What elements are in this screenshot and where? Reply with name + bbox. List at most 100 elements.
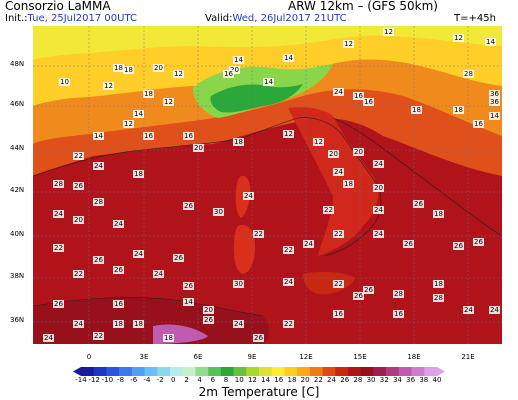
- colorbar-tick-label: 20: [300, 376, 310, 384]
- colorbar-tick-label: 40: [432, 376, 442, 384]
- colorbar-tick-label: 38: [419, 376, 429, 384]
- latitude-label: 36N: [10, 316, 25, 324]
- temperature-value: 26: [113, 266, 124, 274]
- colorbar-segment: [411, 367, 425, 376]
- temperature-value: 24: [113, 220, 124, 228]
- temperature-value: 22: [73, 152, 84, 160]
- temperature-value: 30: [213, 208, 224, 216]
- temperature-value: 26: [363, 286, 374, 294]
- colorbar-segment: [297, 367, 311, 376]
- corsica-island: [235, 175, 251, 218]
- temperature-value: 24: [333, 88, 344, 96]
- temperature-value: 26: [173, 254, 184, 262]
- temperature-value: 16: [183, 132, 194, 140]
- colorbar-tick-label: 14: [261, 376, 271, 384]
- colorbar-segment: [170, 367, 184, 376]
- colorbar-tick-label: 0: [171, 376, 176, 384]
- temperature-value: 22: [253, 230, 264, 238]
- colorbar: [73, 367, 445, 376]
- temperature-map: 12 12 14 12 14 14 18 20 20 28 36 36 12 16 18 14 24 16 16 18…: [33, 26, 502, 344]
- colorbar-tick-label: 28: [353, 376, 363, 384]
- temperature-value: 14: [133, 110, 144, 118]
- colorbar-tick-label: -12: [88, 376, 100, 384]
- colorbar-tick-label: 4: [197, 376, 202, 384]
- colorbar-segment: [246, 367, 260, 376]
- colorbar-segment: [182, 367, 196, 376]
- temperature-value: 28: [93, 198, 104, 206]
- temperature-value: 26: [183, 282, 194, 290]
- temperature-value: 12: [313, 138, 324, 146]
- grid-lines: [33, 26, 502, 344]
- italy-landmass: [288, 107, 379, 256]
- temperature-value: 24: [463, 306, 474, 314]
- colorbar-tick-label: -4: [143, 376, 151, 384]
- alps-cold-region: [210, 84, 303, 113]
- init-time: Init.:Tue, 25Jul2017 00UTC: [5, 13, 137, 24]
- temperature-value: 22: [53, 244, 64, 252]
- temperature-value: 24: [373, 230, 384, 238]
- latitude-label: 46N: [10, 100, 25, 108]
- colorbar-tick-label: -2: [156, 376, 164, 384]
- temperature-value: 18: [411, 106, 422, 114]
- temperature-value: 16: [333, 310, 344, 318]
- temperature-value: 16: [353, 92, 364, 100]
- temperature-value: 24: [93, 162, 104, 170]
- colorbar-tick-label: 16: [274, 376, 284, 384]
- colorbar-segment: [386, 367, 400, 376]
- colorbar-tick-label: 8: [223, 376, 229, 384]
- valid-time: Valid:Wed, 26Jul2017 21UTC: [205, 13, 347, 24]
- longitude-label: 9E: [247, 353, 257, 361]
- temperature-value: 18: [433, 210, 444, 218]
- colorbar-segment: [81, 367, 95, 376]
- temperature-value: 22: [283, 320, 294, 328]
- colorbar-segment: [208, 367, 222, 376]
- temperature-value: 12: [343, 40, 354, 48]
- temperature-value: 18: [133, 320, 144, 328]
- colorbar-segment: [309, 367, 323, 376]
- temperature-value: 28: [53, 180, 64, 188]
- temperature-field: [33, 26, 502, 344]
- temperature-value: 28: [393, 290, 404, 298]
- colorbar-segment: [284, 367, 298, 376]
- temperature-value: 24: [53, 210, 64, 218]
- colorbar-tick-label: 32: [379, 376, 389, 384]
- temperature-value: 18: [163, 334, 174, 342]
- latitude-label: 44N: [10, 144, 25, 152]
- temperature-value: 26: [473, 238, 484, 246]
- colorbar-tick-label: -8: [117, 376, 125, 384]
- temperature-value: 24: [233, 320, 244, 328]
- temperature-value: 22: [73, 270, 84, 278]
- temperature-value: 24: [373, 206, 384, 214]
- colorbar-segment: [335, 367, 349, 376]
- colorbar-segment: [322, 367, 336, 376]
- colorbar-tick-label: 24: [327, 376, 336, 384]
- temperature-value: 28: [463, 70, 474, 78]
- temperature-value: 16: [223, 70, 234, 78]
- longitude-label: 18E: [407, 353, 421, 361]
- temperature-value: 24: [303, 240, 314, 248]
- init-label: Init.:: [5, 13, 28, 24]
- temperature-value: 20: [73, 216, 84, 224]
- colorbar-segment: [195, 367, 209, 376]
- temperature-value: 12: [383, 28, 394, 36]
- temperature-value: 16: [143, 132, 154, 140]
- coastlines: [33, 117, 502, 317]
- longitude-label: 3E: [139, 353, 149, 361]
- temperature-value: 14: [93, 132, 104, 140]
- colorbar-tick-label: 6: [210, 376, 216, 384]
- temperature-value: 18: [453, 106, 464, 114]
- colorbar-tick-label: 30: [366, 376, 376, 384]
- temperature-value: 30: [233, 280, 244, 288]
- coastline-africa: [33, 297, 264, 317]
- colorbar-segment: [144, 367, 158, 376]
- colorbar-segment: [360, 367, 374, 376]
- colorbar-segment: [233, 367, 247, 376]
- temperature-value: 26: [403, 240, 414, 248]
- temperature-value: 22: [283, 246, 294, 254]
- temperature-value: 20: [353, 148, 364, 156]
- temperature-value: 26: [183, 202, 194, 210]
- temperature-value: 26: [203, 316, 214, 324]
- colorbar-segment: [259, 367, 273, 376]
- colorbar-segment: [131, 367, 145, 376]
- colorbar-segment: [93, 367, 107, 376]
